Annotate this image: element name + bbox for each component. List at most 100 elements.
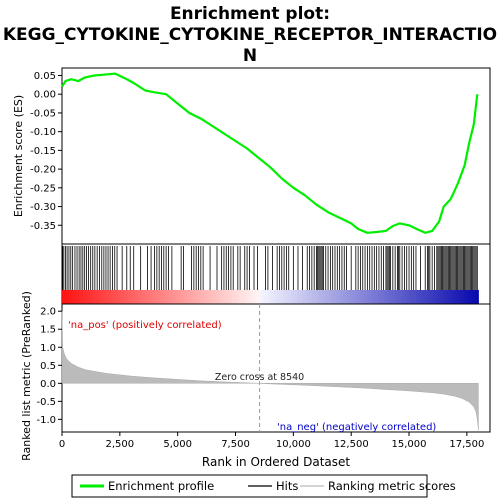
rank-color-strip-segment xyxy=(471,290,475,304)
rank-color-strip-segment xyxy=(274,290,278,304)
metric-ytick-label: 0.5 xyxy=(40,361,56,372)
es-ytick-label: -0.15 xyxy=(30,146,56,157)
rank-color-strip-segment xyxy=(399,290,403,304)
rank-color-strip-segment xyxy=(437,290,441,304)
es-ytick-label: -0.10 xyxy=(30,127,56,138)
rank-color-strip-segment xyxy=(447,290,451,304)
rank-color-strip-segment xyxy=(118,290,122,304)
rank-color-strip-segment xyxy=(461,290,465,304)
es-plot-frame xyxy=(62,68,490,244)
rank-color-strip-segment xyxy=(395,290,399,304)
rank-color-strip-segment xyxy=(319,290,323,304)
rank-color-strip-segment xyxy=(260,290,264,304)
rank-color-strip-segment xyxy=(225,290,229,304)
rank-color-strip-segment xyxy=(107,290,111,304)
rank-color-strip-segment xyxy=(329,290,333,304)
rank-color-strip-segment xyxy=(256,290,260,304)
title-line-1: Enrichment plot: xyxy=(170,4,330,24)
rank-color-strip-segment xyxy=(402,290,406,304)
es-ytick-label: -0.35 xyxy=(30,221,56,232)
rank-color-strip-segment xyxy=(190,290,194,304)
rank-color-strip-segment xyxy=(378,290,382,304)
rank-color-strip-segment xyxy=(301,290,305,304)
rank-color-strip-segment xyxy=(426,290,430,304)
rank-color-strip-segment xyxy=(222,290,226,304)
rank-color-strip-segment xyxy=(142,290,146,304)
metric-xtick-label: 0 xyxy=(59,439,65,450)
rank-color-strip-segment xyxy=(218,290,222,304)
rank-color-strip-segment xyxy=(433,290,437,304)
metric-ylabel: Ranked list metric (PreRanked) xyxy=(20,291,33,461)
rank-color-strip-segment xyxy=(458,290,462,304)
rank-color-strip-segment xyxy=(72,290,76,304)
metric-xtick-label: 2,500 xyxy=(106,439,135,450)
rank-color-strip-segment xyxy=(79,290,83,304)
rank-color-strip-segment xyxy=(347,290,351,304)
annotation-pos: 'na_pos' (positively correlated) xyxy=(68,320,222,331)
metric-ytick-label: -0.5 xyxy=(36,397,56,408)
rank-color-strip-segment xyxy=(83,290,87,304)
annotation-neg: 'na_neg' (negatively correlated) xyxy=(277,422,436,433)
rank-color-strip-segment xyxy=(124,290,128,304)
rank-color-strip-segment xyxy=(121,290,125,304)
rank-color-strip-segment xyxy=(86,290,90,304)
rank-color-strip-segment xyxy=(392,290,396,304)
rank-color-strip-segment xyxy=(281,290,285,304)
rank-color-strip-segment xyxy=(423,290,427,304)
es-ytick-label: -0.20 xyxy=(30,165,56,176)
rank-color-strip-segment xyxy=(249,290,253,304)
hits-panel xyxy=(62,244,490,304)
rank-color-strip-segment xyxy=(416,290,420,304)
rank-color-strip-segment xyxy=(451,290,455,304)
rank-color-strip-segment xyxy=(149,290,153,304)
rank-color-strip-segment xyxy=(340,290,344,304)
rank-color-strip-segment xyxy=(350,290,354,304)
rank-color-strip-segment xyxy=(100,290,104,304)
rank-color-strip-segment xyxy=(138,290,142,304)
metric-xtick-label: 5,000 xyxy=(163,439,192,450)
rank-color-strip-segment xyxy=(131,290,135,304)
rank-color-strip-segment xyxy=(305,290,309,304)
title-line-3: N xyxy=(243,46,257,66)
rank-color-strip-segment xyxy=(232,290,236,304)
rank-color-strip-segment xyxy=(170,290,174,304)
rank-color-strip-segment xyxy=(385,290,389,304)
rank-color-strip-segment xyxy=(177,290,181,304)
rank-color-strip-segment xyxy=(194,290,198,304)
metric-xtick-label: 10,000 xyxy=(276,439,311,450)
rank-color-strip-segment xyxy=(197,290,201,304)
rank-color-strip-segment xyxy=(454,290,458,304)
rank-color-strip-segment xyxy=(388,290,392,304)
rank-color-strip-segment xyxy=(468,290,472,304)
rank-color-strip-segment xyxy=(308,290,312,304)
rank-color-strip-segment xyxy=(412,290,416,304)
rank-color-strip-segment xyxy=(343,290,347,304)
metric-ytick-label: 2.0 xyxy=(40,307,56,318)
rank-color-strip-segment xyxy=(180,290,184,304)
annotation-zero-cross: Zero cross at 8540 xyxy=(215,372,304,383)
rank-color-strip-segment xyxy=(69,290,73,304)
rank-color-strip-segment xyxy=(156,290,160,304)
rank-color-strip-segment xyxy=(312,290,316,304)
rank-color-strip-segment xyxy=(97,290,101,304)
rank-color-strip-segment xyxy=(242,290,246,304)
rank-color-strip-segment xyxy=(145,290,149,304)
rank-color-strip-segment xyxy=(267,290,271,304)
rank-color-strip-segment xyxy=(381,290,385,304)
rank-color-strip-segment xyxy=(284,290,288,304)
rank-color-strip-segment xyxy=(104,290,108,304)
rank-color-strip-segment xyxy=(211,290,215,304)
legend-label: Enrichment profile xyxy=(108,479,214,493)
rank-color-strip-segment xyxy=(371,290,375,304)
rank-color-strip-segment xyxy=(163,290,167,304)
rank-color-strip-segment xyxy=(367,290,371,304)
rank-color-strip-segment xyxy=(215,290,219,304)
rank-color-strip-segment xyxy=(322,290,326,304)
rank-color-strip-segment xyxy=(294,290,298,304)
rank-color-strip-segment xyxy=(152,290,156,304)
legend: Enrichment profile Hits Ranking metric sco… xyxy=(72,475,456,497)
rank-color-strip-segment xyxy=(236,290,240,304)
rank-color-strip-segment xyxy=(166,290,170,304)
rank-color-strip-segment xyxy=(288,290,292,304)
